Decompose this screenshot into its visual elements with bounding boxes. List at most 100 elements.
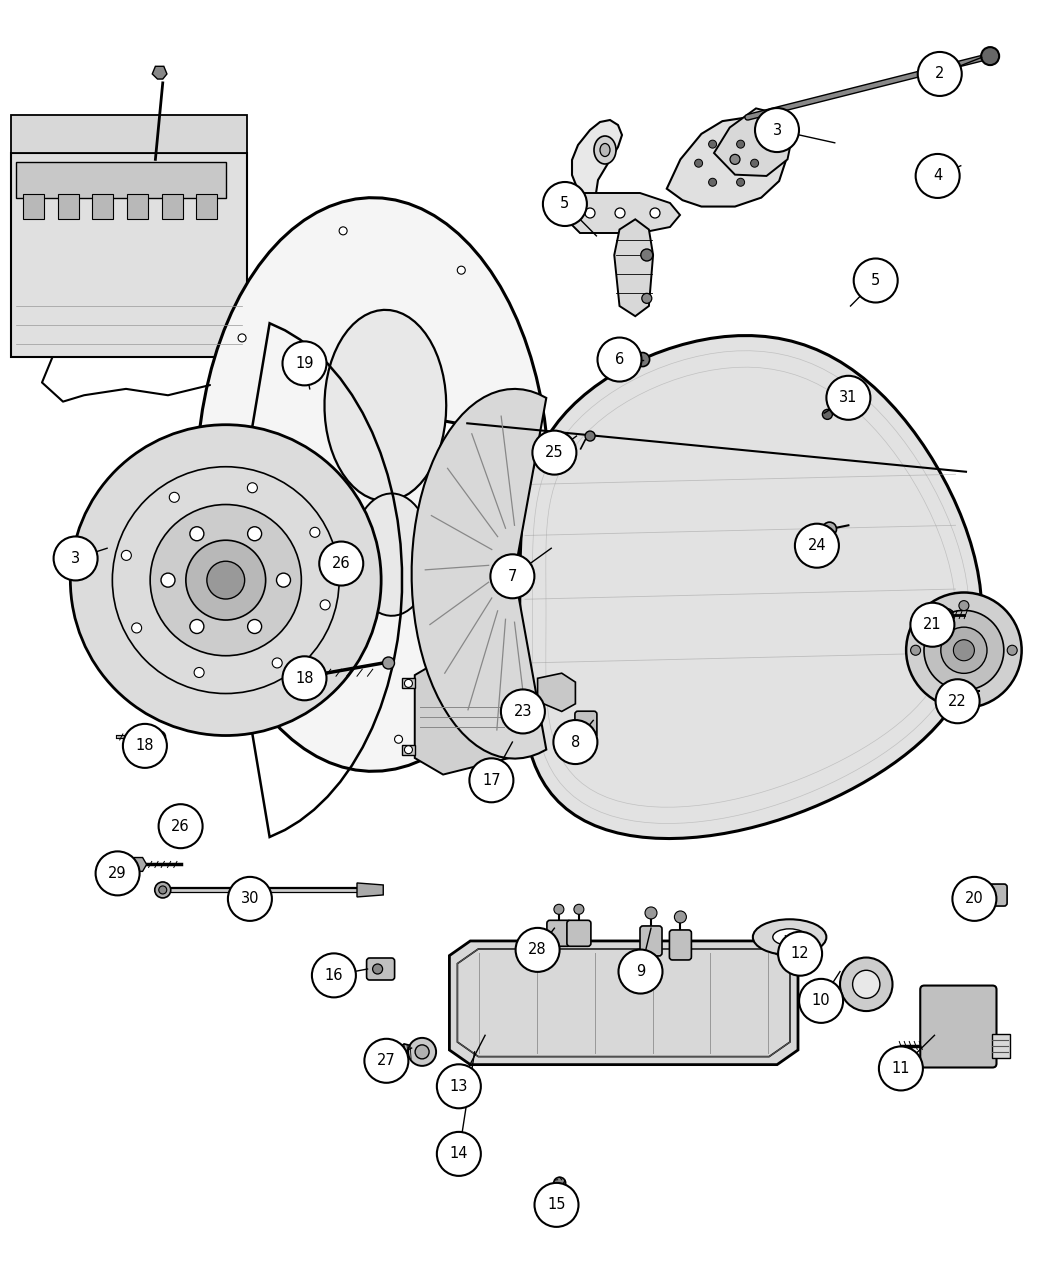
- Circle shape: [936, 680, 980, 723]
- Circle shape: [159, 805, 203, 848]
- Circle shape: [695, 159, 702, 167]
- Circle shape: [709, 140, 716, 148]
- Circle shape: [524, 430, 532, 437]
- Circle shape: [879, 1047, 923, 1090]
- Text: 23: 23: [513, 704, 532, 719]
- Ellipse shape: [773, 928, 806, 946]
- Circle shape: [320, 599, 330, 609]
- Circle shape: [408, 1038, 436, 1066]
- Ellipse shape: [753, 919, 826, 955]
- Circle shape: [516, 928, 560, 972]
- Text: 5: 5: [561, 196, 569, 212]
- Text: 14: 14: [449, 1146, 468, 1162]
- Polygon shape: [538, 673, 575, 711]
- Circle shape: [282, 657, 327, 700]
- Polygon shape: [614, 219, 653, 316]
- Circle shape: [534, 1183, 579, 1227]
- Text: 12: 12: [791, 946, 810, 961]
- Circle shape: [404, 746, 413, 754]
- Circle shape: [382, 657, 395, 669]
- Text: 24: 24: [807, 538, 826, 553]
- Circle shape: [248, 527, 261, 541]
- Text: 3: 3: [71, 551, 80, 566]
- FancyBboxPatch shape: [575, 711, 596, 737]
- Circle shape: [854, 259, 898, 302]
- Ellipse shape: [600, 144, 610, 157]
- Text: 3: 3: [773, 122, 781, 138]
- Circle shape: [276, 574, 291, 586]
- Circle shape: [282, 342, 327, 385]
- Circle shape: [959, 601, 969, 611]
- Circle shape: [543, 182, 587, 226]
- Circle shape: [906, 593, 1022, 708]
- Circle shape: [981, 47, 1000, 65]
- Circle shape: [159, 886, 167, 894]
- Polygon shape: [570, 193, 680, 233]
- Bar: [92, 194, 113, 219]
- Circle shape: [918, 52, 962, 96]
- Circle shape: [404, 680, 413, 687]
- Circle shape: [186, 541, 266, 620]
- Text: 22: 22: [948, 694, 967, 709]
- Circle shape: [248, 483, 257, 492]
- Polygon shape: [992, 1034, 1010, 1057]
- Circle shape: [916, 154, 960, 198]
- Text: 30: 30: [240, 891, 259, 907]
- FancyBboxPatch shape: [547, 921, 571, 946]
- Text: 13: 13: [449, 1079, 468, 1094]
- Circle shape: [574, 904, 584, 914]
- Circle shape: [122, 551, 131, 561]
- Circle shape: [395, 736, 402, 743]
- Polygon shape: [572, 120, 622, 200]
- Circle shape: [941, 627, 987, 673]
- Circle shape: [953, 640, 974, 660]
- Circle shape: [415, 1046, 429, 1058]
- Bar: [402, 678, 415, 689]
- Text: 18: 18: [135, 738, 154, 754]
- Text: 26: 26: [171, 819, 190, 834]
- Text: 17: 17: [482, 773, 501, 788]
- Text: 10: 10: [812, 993, 831, 1009]
- Text: 28: 28: [528, 942, 547, 958]
- Circle shape: [645, 907, 657, 919]
- Polygon shape: [130, 858, 147, 871]
- Polygon shape: [324, 310, 446, 501]
- Circle shape: [770, 135, 780, 145]
- Circle shape: [123, 724, 167, 768]
- Circle shape: [585, 208, 595, 218]
- Circle shape: [635, 353, 650, 366]
- Circle shape: [469, 759, 513, 802]
- Circle shape: [959, 690, 969, 700]
- Circle shape: [501, 690, 545, 733]
- Circle shape: [131, 623, 142, 632]
- Polygon shape: [412, 389, 546, 759]
- Text: 8: 8: [571, 734, 580, 750]
- Circle shape: [585, 431, 595, 441]
- Text: 5: 5: [872, 273, 880, 288]
- Circle shape: [924, 611, 1004, 690]
- Circle shape: [730, 154, 740, 164]
- Text: 25: 25: [545, 445, 564, 460]
- Circle shape: [553, 1177, 566, 1190]
- Circle shape: [190, 527, 204, 541]
- Ellipse shape: [840, 958, 892, 1011]
- Circle shape: [737, 140, 744, 148]
- Circle shape: [778, 932, 822, 975]
- Polygon shape: [398, 1044, 414, 1060]
- Circle shape: [272, 658, 282, 668]
- Bar: [16, 162, 226, 198]
- Text: 4: 4: [933, 168, 942, 184]
- Polygon shape: [415, 658, 509, 774]
- Polygon shape: [352, 493, 432, 616]
- FancyBboxPatch shape: [366, 958, 395, 980]
- FancyBboxPatch shape: [981, 884, 1007, 907]
- Circle shape: [238, 334, 246, 342]
- Circle shape: [153, 731, 166, 743]
- Polygon shape: [714, 108, 793, 176]
- Circle shape: [826, 376, 870, 419]
- Polygon shape: [357, 884, 383, 896]
- Text: 26: 26: [332, 556, 351, 571]
- Ellipse shape: [594, 136, 616, 164]
- Bar: [196, 194, 217, 219]
- Circle shape: [554, 904, 564, 914]
